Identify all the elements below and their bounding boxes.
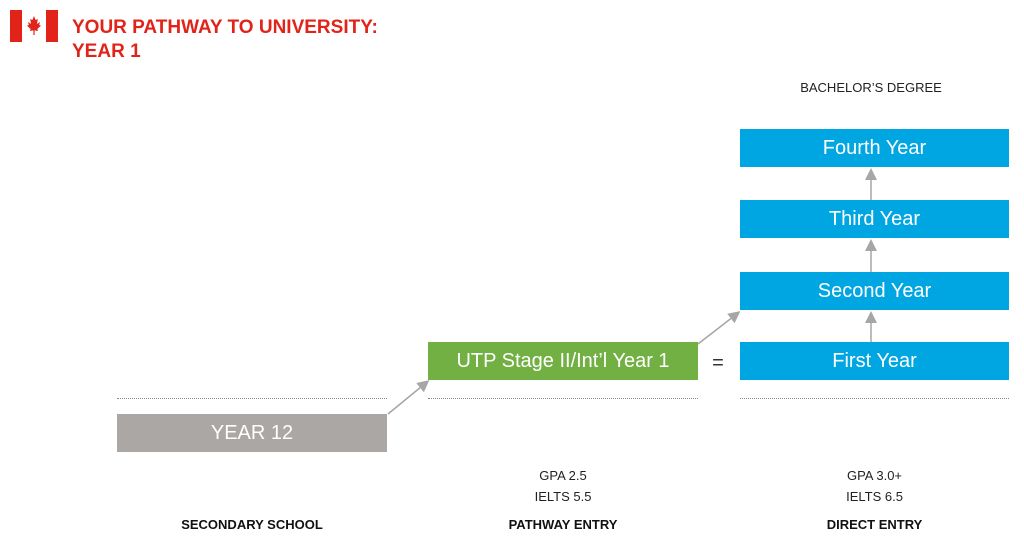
secondary-divider [117, 398, 387, 399]
first-year-box: First Year [740, 342, 1009, 380]
second-year-label: Second Year [817, 279, 932, 302]
arrow-pathway-to-second [697, 311, 741, 345]
fourth-year-box: Fourth Year [740, 129, 1009, 167]
direct-ielts: IELTS 6.5 [846, 489, 903, 504]
pathway-box-label: UTP Stage II/Int’l Year 1 [456, 349, 670, 372]
direct-entry-label: DIRECT ENTRY [826, 517, 923, 532]
pathway-divider [428, 398, 698, 399]
equals-sign: = [712, 352, 724, 374]
second-year-box: Second Year [740, 272, 1009, 310]
title-line-1: YOUR PATHWAY TO UNIVERSITY: [72, 17, 378, 38]
year-12-box: YEAR 12 [117, 414, 387, 452]
third-year-box: Third Year [740, 200, 1009, 238]
direct-requirements: GPA 3.0+ IELTS 6.5 [740, 465, 1009, 507]
pathway-entry-label: PATHWAY ENTRY [508, 517, 618, 532]
title-line-2: YEAR 1 [72, 41, 141, 62]
secondary-school-label: SECONDARY SCHOOL [181, 517, 323, 532]
pathway-ielts: IELTS 5.5 [534, 489, 592, 504]
first-year-label: First Year [832, 349, 917, 372]
degree-label: BACHELOR’S DEGREE [800, 80, 942, 95]
pathway-box: UTP Stage II/Int’l Year 1 [428, 342, 698, 380]
direct-gpa: GPA 3.0+ [846, 468, 903, 483]
page-title: YOUR PATHWAY TO UNIVERSITY: YEAR 1 [72, 16, 432, 64]
third-year-label: Third Year [828, 207, 921, 230]
arrow-school-to-pathway [387, 380, 430, 415]
year-12-label: YEAR 12 [210, 421, 294, 444]
pathway-gpa: GPA 2.5 [539, 468, 587, 483]
direct-divider [740, 398, 1009, 399]
fourth-year-label: Fourth Year [822, 136, 927, 159]
pathway-requirements: GPA 2.5 IELTS 5.5 [428, 465, 698, 507]
canada-flag-icon [10, 10, 58, 42]
